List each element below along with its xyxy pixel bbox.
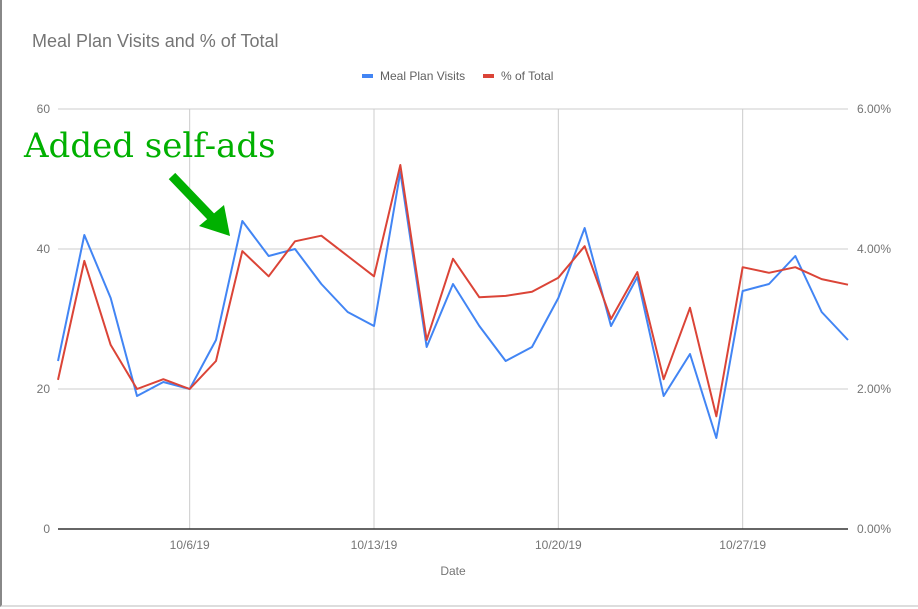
y-tick-label: 0 — [43, 522, 50, 536]
series-lines — [57, 164, 849, 439]
legend-label: % of Total — [501, 69, 553, 83]
x-tick-label: 10/13/19 — [351, 538, 398, 552]
y2-tick-label: 4.00% — [857, 242, 891, 256]
y2-tick-label: 2.00% — [857, 382, 891, 396]
x-axis-label: Date — [440, 564, 466, 578]
x-tick-label: 10/20/19 — [535, 538, 582, 552]
legend: Meal Plan Visits % of Total — [362, 69, 553, 83]
annotation-arrow-icon — [168, 172, 230, 236]
axes: 0 0.00% 20 2.00% 40 4.00% 60 6.00% 10/6/19 10/13/… — [37, 102, 892, 552]
y-tick-label: 60 — [37, 102, 51, 116]
legend-swatch — [483, 74, 494, 78]
series-line-meal-plan-visits — [57, 171, 849, 439]
y2-tick-label: 0.00% — [857, 522, 891, 536]
x-tick-label: 10/6/19 — [170, 538, 210, 552]
gridlines — [58, 108, 848, 529]
annotation-text: Added self-ads — [23, 126, 276, 166]
x-tick-label: 10/27/19 — [719, 538, 766, 552]
y2-tick-label: 6.00% — [857, 102, 891, 116]
legend-swatch — [362, 74, 373, 78]
legend-label: Meal Plan Visits — [380, 69, 465, 83]
y-tick-label: 40 — [37, 242, 51, 256]
y-tick-label: 20 — [37, 382, 51, 396]
chart-title: Meal Plan Visits and % of Total — [32, 31, 278, 51]
series-line-percent-of-total — [57, 164, 849, 418]
